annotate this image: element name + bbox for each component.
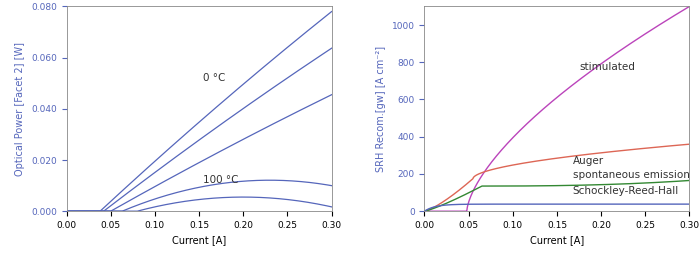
Y-axis label: SRH Recom.[gw] [A cm⁻²]: SRH Recom.[gw] [A cm⁻²] [376, 46, 386, 172]
Text: stimulated: stimulated [579, 62, 635, 72]
X-axis label: Current [A]: Current [A] [172, 236, 226, 246]
Text: Auger: Auger [573, 156, 604, 166]
Y-axis label: Optical Power [Facet 2] [W]: Optical Power [Facet 2] [W] [15, 42, 25, 176]
X-axis label: Current [A]: Current [A] [530, 236, 584, 246]
Text: spontaneous emission: spontaneous emission [573, 170, 689, 180]
Text: 0 °C: 0 °C [204, 73, 226, 83]
Text: Schockley-Reed-Hall: Schockley-Reed-Hall [573, 186, 679, 196]
Text: 100 °C: 100 °C [204, 175, 239, 185]
